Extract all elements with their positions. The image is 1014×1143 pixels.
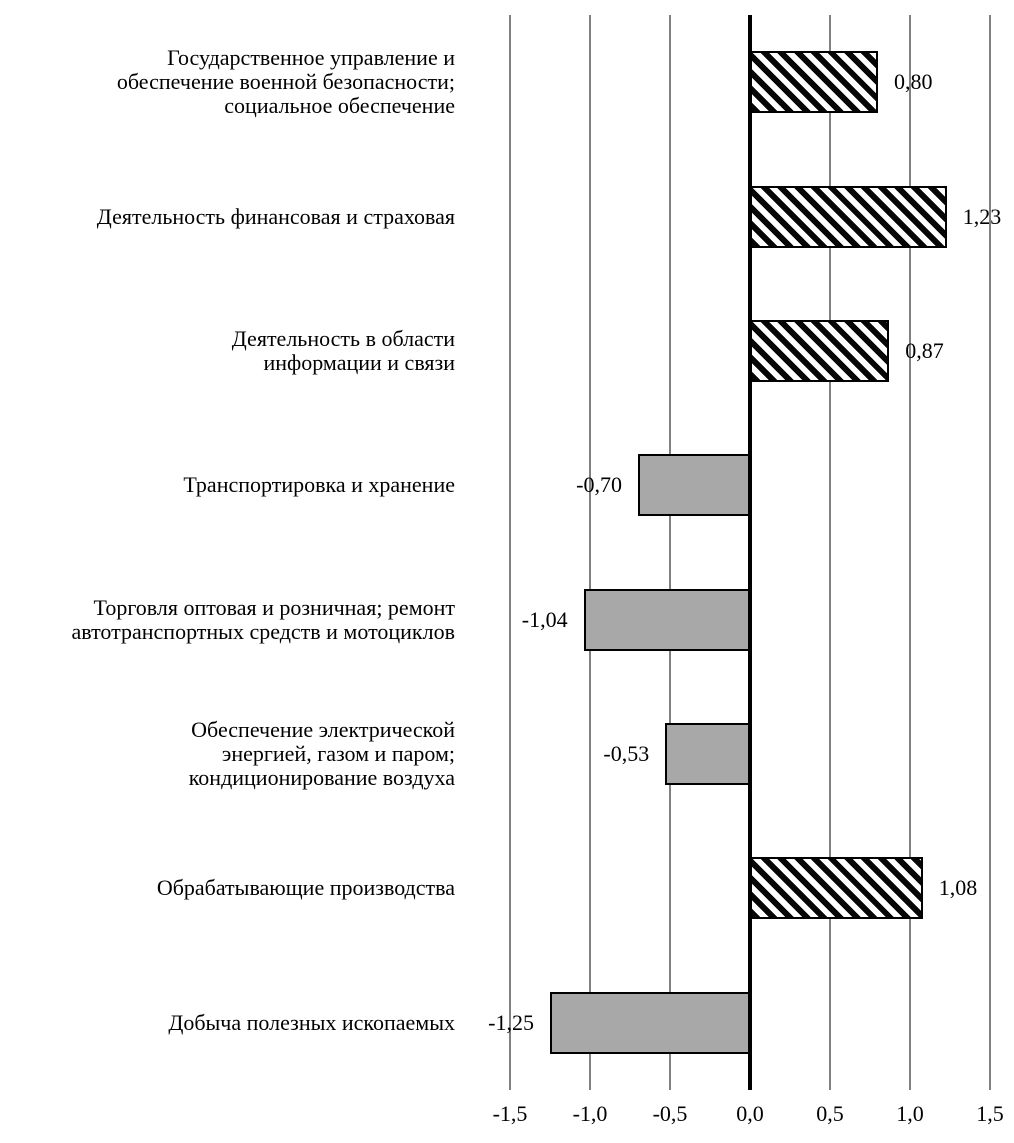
category-label: Транспортировка и хранение — [183, 472, 455, 498]
category-label: Торговля оптовая и розничная; ремонт авт… — [71, 594, 455, 644]
category-label: Деятельность в области информации и связ… — [231, 325, 455, 375]
bar — [750, 185, 947, 248]
category-label: Государственное управление и обеспечение… — [116, 45, 455, 119]
bar-value-label: -0,70 — [576, 472, 622, 498]
x-axis-tick-label: 1,5 — [976, 1101, 1004, 1126]
bar-value-label: 0,87 — [905, 337, 944, 363]
bar — [750, 319, 890, 382]
gridline — [989, 15, 991, 1090]
bar — [550, 991, 750, 1054]
bar — [665, 723, 750, 786]
category-label: Обрабатывающие производства — [156, 875, 455, 901]
x-axis-tick-label: -1,5 — [492, 1101, 528, 1126]
gridline — [829, 15, 831, 1090]
bar — [750, 51, 878, 114]
gridline — [669, 15, 671, 1090]
bar — [583, 588, 750, 651]
bar-value-label: -1,25 — [488, 1009, 534, 1035]
x-axis-tick-label: -1,0 — [572, 1101, 608, 1126]
x-axis-tick-label: 1,0 — [896, 1101, 924, 1126]
bar — [638, 454, 750, 517]
category-label: Добыча полезных ископаемых — [168, 1009, 455, 1035]
x-axis-tick-label: 0,0 — [736, 1101, 764, 1126]
gridline — [509, 15, 511, 1090]
gridline — [589, 15, 591, 1090]
bar-value-label: -0,53 — [603, 741, 650, 767]
bar — [750, 857, 923, 920]
x-axis-tick-label: -0,5 — [652, 1101, 688, 1126]
category-label: Деятельность финансовая и страховая — [96, 203, 455, 229]
gridline — [909, 15, 911, 1090]
bar-value-label: 1,08 — [938, 875, 978, 901]
bar-value-label: 1,23 — [962, 203, 1002, 229]
bar-value-label: -1,04 — [521, 606, 568, 632]
bar-value-label: 0,80 — [894, 69, 933, 95]
x-axis-tick-label: 0,5 — [816, 1101, 844, 1126]
zero-axis-line — [748, 15, 752, 1090]
category-label: Обеспечение электрической энергией, газо… — [188, 717, 455, 791]
